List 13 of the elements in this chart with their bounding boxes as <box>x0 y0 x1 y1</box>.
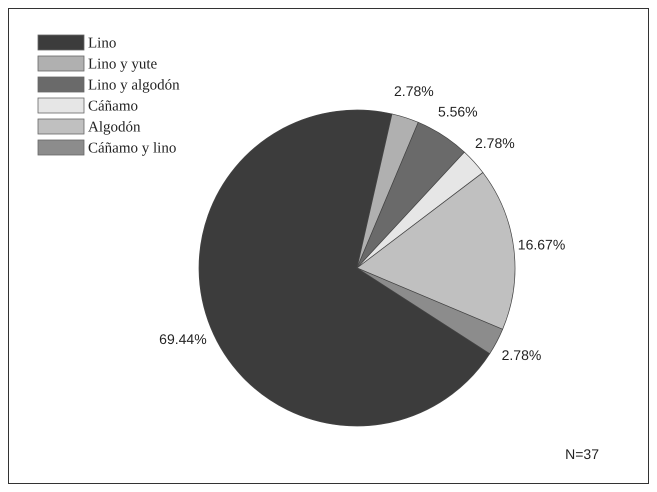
legend-label: Cáñamo y lino <box>88 140 176 156</box>
legend-label: Lino y yute <box>88 56 158 72</box>
legend-label: Algodón <box>88 120 141 136</box>
text: N=37 <box>565 446 600 462</box>
data-label: 69.44% <box>159 330 207 347</box>
data-label: 5.56% <box>438 104 478 120</box>
data-label: 2.78% <box>394 82 434 99</box>
data-label: 16.67% <box>518 236 566 253</box>
data-label: 2.78% <box>474 135 515 152</box>
legend-label: Lino y algodón <box>88 78 180 94</box>
data-label: 2.78% <box>502 346 542 363</box>
legend-label: Cáñamo <box>88 98 138 114</box>
legend-label: Lino <box>88 36 116 52</box>
